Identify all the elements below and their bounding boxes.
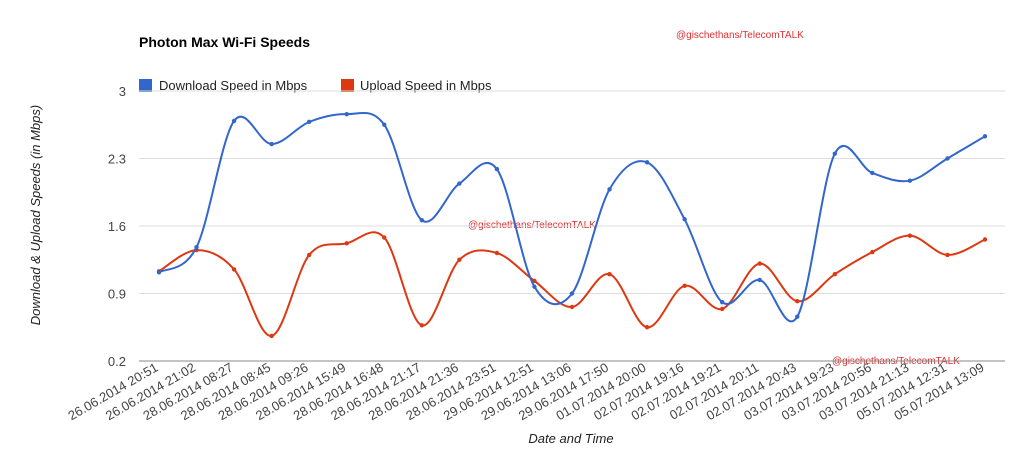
data-point xyxy=(795,314,800,319)
data-point xyxy=(269,141,274,147)
data-point xyxy=(795,299,800,304)
data-point xyxy=(269,333,274,339)
data-point xyxy=(757,277,762,283)
data-point xyxy=(532,278,537,284)
y-tick-label: 2.3 xyxy=(108,152,126,167)
data-point xyxy=(682,217,687,222)
series-layer xyxy=(156,111,988,339)
data-point xyxy=(156,270,162,275)
y-axis-title: Download & Upload Speeds (in Mbps) xyxy=(28,105,43,325)
data-point xyxy=(494,166,500,172)
data-point xyxy=(194,245,199,250)
data-point xyxy=(382,122,387,127)
data-point xyxy=(682,283,687,288)
data-point xyxy=(569,291,575,296)
data-point xyxy=(907,233,913,238)
chart-title: Photon Max Wi-Fi Speeds xyxy=(139,34,310,50)
series-line xyxy=(158,112,986,323)
series-upload xyxy=(156,231,988,339)
data-point xyxy=(870,249,875,255)
data-point xyxy=(344,111,349,117)
data-point xyxy=(832,272,838,277)
watermark-top: @gischethans/TelecomTALK xyxy=(676,30,804,41)
y-tick-label: 3 xyxy=(119,84,126,99)
data-point xyxy=(457,181,462,186)
y-tick-label: 0.9 xyxy=(108,287,126,302)
series-download xyxy=(156,111,988,323)
x-axis-title: Date and Time xyxy=(528,431,613,446)
data-point xyxy=(757,261,762,266)
data-point xyxy=(719,306,725,312)
gridlines xyxy=(139,90,1005,362)
y-axis-ticks: 3 2.3 1.6 0.9 0.2 xyxy=(108,84,126,369)
legend-label-upload: Upload Speed in Mbps xyxy=(360,78,492,93)
data-point xyxy=(870,170,875,176)
data-point xyxy=(945,156,950,161)
data-point xyxy=(306,119,312,125)
data-point xyxy=(907,178,913,183)
data-point xyxy=(231,118,237,124)
series-line xyxy=(158,231,986,337)
data-point xyxy=(569,304,575,310)
data-point xyxy=(982,134,988,139)
data-point xyxy=(644,160,650,165)
data-point xyxy=(644,325,650,330)
y-tick-label: 1.6 xyxy=(108,219,126,234)
legend-item-download: Download Speed in Mbps xyxy=(139,78,308,93)
data-point xyxy=(457,257,462,262)
data-point xyxy=(607,187,612,192)
data-point xyxy=(832,151,838,156)
data-point xyxy=(344,241,349,246)
data-point xyxy=(945,252,950,258)
data-point xyxy=(382,235,387,240)
y-tick-label: 0.2 xyxy=(108,354,126,369)
legend: Download Speed in Mbps Upload Speed in M… xyxy=(139,78,492,93)
data-point xyxy=(419,323,425,328)
legend-label-download: Download Speed in Mbps xyxy=(159,78,308,93)
legend-item-upload: Upload Speed in Mbps xyxy=(341,78,492,93)
legend-swatch-upload xyxy=(341,79,354,92)
data-point xyxy=(419,218,425,223)
data-point xyxy=(532,284,537,289)
data-point xyxy=(231,267,237,272)
legend-swatch-download xyxy=(139,79,152,92)
data-point xyxy=(719,299,725,305)
data-point xyxy=(494,250,500,256)
data-point xyxy=(306,252,312,258)
data-point xyxy=(607,272,612,277)
data-point xyxy=(982,237,988,242)
